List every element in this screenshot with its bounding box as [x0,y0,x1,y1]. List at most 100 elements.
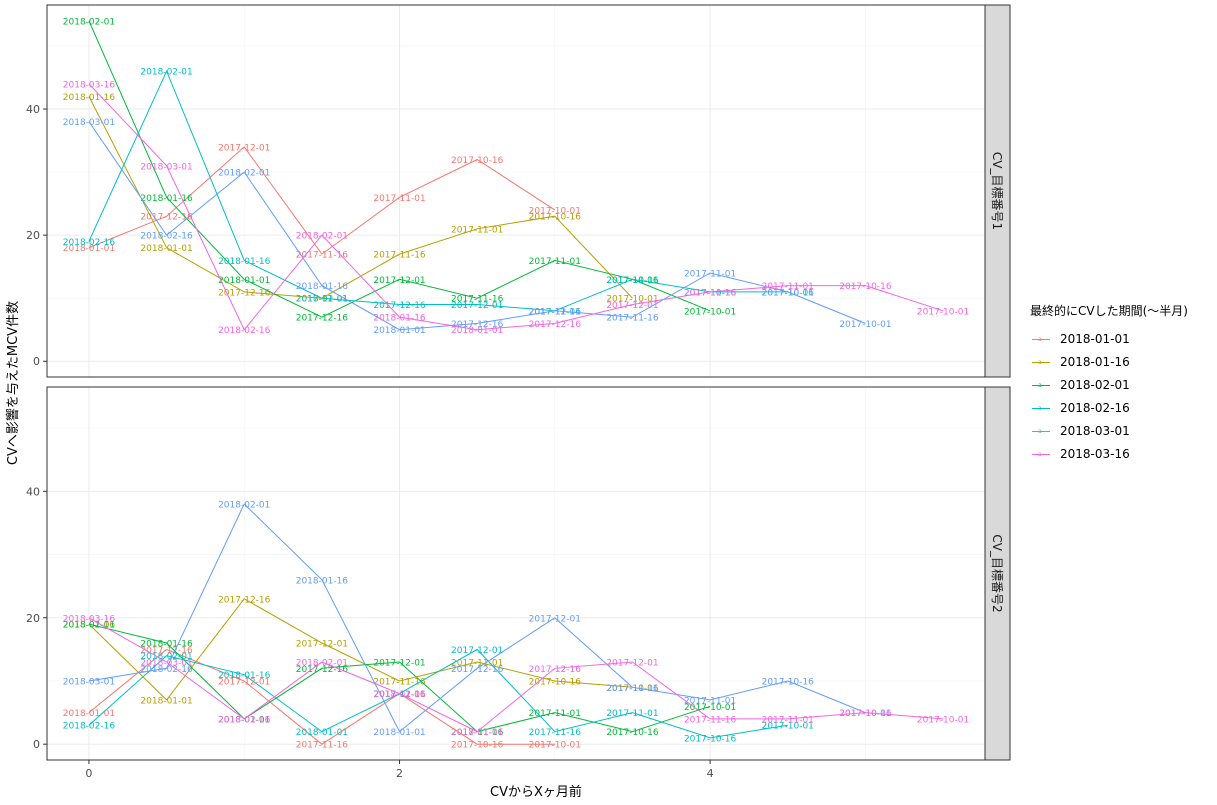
facet-strip-label: CV_目標番号1 [990,152,1004,230]
point-label: 2017-10-01 [529,741,581,751]
point-label: 2017-11-01 [606,276,658,286]
panel-2: 2018-01-01 2017-12-16 2017-12-01 2017-11-16… [26,386,1011,761]
point-label: 2017-12-16 [140,213,193,223]
series-line [88,146,556,255]
point-label: 2018-02-16 [140,665,193,675]
point-label: 2018-01-01 [140,244,192,254]
legend-item: a 2018-03-01 [1030,419,1188,442]
point-label: 2017-12-16 [451,320,504,330]
point-label: 2017-11-16 [529,307,582,317]
y-tick-label: 20 [26,229,40,242]
point-label: 2018-01-16 [218,257,271,267]
point-label: 2018-03-01 [63,118,115,128]
point-label: 2018-02-16 [63,722,116,732]
point-label: 2017-12-01 [529,307,581,317]
point-label: 2018-01-01 [296,728,348,738]
point-label: 2017-12-01 [296,295,348,305]
point-label: 2018-02-01 [218,169,270,179]
point-label: 2017-10-01 [762,288,814,298]
legend-item: a 2018-02-16 [1030,396,1188,419]
point-label: 2018-01-16 [296,282,349,292]
legend-key-icon: a [1030,447,1052,461]
point-label: 2017-12-01 [218,143,270,153]
point-label: 2017-12-01 [451,301,503,311]
point-label: 2017-12-01 [373,276,425,286]
point-label: 2017-11-16 [451,295,504,305]
point-label: 2017-10-01 [917,307,969,317]
point-label: 2017-10-01 [839,709,891,719]
point-label: 2017-11-01 [762,715,814,725]
legend-label: 2018-01-16 [1060,354,1130,369]
y-axis-label: CVへ影響を与えたMCV件数 [5,301,21,465]
y-tick-label: 0 [33,355,40,368]
series-line [88,83,944,331]
point-label: 2017-12-01 [529,614,581,624]
series-line [88,648,788,739]
point-label: 2017-10-01 [762,722,814,732]
point-label: 2018-01-01 [451,326,503,336]
point-label: 2017-12-01 [296,640,348,650]
y-tick-label: 0 [33,738,40,751]
point-label: 2017-12-01 [218,677,270,687]
x-tick-label: 4 [707,767,714,780]
point-label: 2018-02-16 [218,326,271,336]
series-2018-01-01: 2018-01-01 2017-12-16 2017-12-01 2017-11-16… [63,646,581,751]
legend-item: a 2018-01-01 [1030,327,1188,350]
legend-item: a 2018-02-01 [1030,373,1188,396]
point-label: 2017-10-16 [684,288,737,298]
series-line [88,623,711,733]
series-2018-03-16: 2018-03-16 2018-03-01 2018-02-16 2018-02-01… [63,80,969,336]
point-label: 2018-02-01 [296,659,348,669]
point-label: 2018-01-01 [63,244,115,254]
legend-title: 最終的にCVした期間(〜半月) [1030,304,1188,318]
point-label: 2017-11-16 [529,728,582,738]
point-label: 2018-02-01 [63,17,115,27]
point-label: 2018-01-01 [451,728,503,738]
point-label: 2018-03-16 [63,614,116,624]
point-label: 2018-02-01 [218,500,270,510]
point-label: 2017-12-16 [140,646,193,656]
point-label: 2018-01-16 [218,671,271,681]
point-label: 2017-10-01 [529,206,581,216]
point-label: 2018-02-01 [140,68,192,78]
point-label: 2017-12-16 [296,665,349,675]
series-2018-02-01: 2018-02-012018-01-162018-01-012017-12-16… [63,621,737,738]
point-label: 2017-12-16 [296,314,349,324]
series-line [88,121,866,331]
point-label: 2017-12-01 [451,646,503,656]
point-label: 2017-10-16 [606,276,659,286]
panel-background [47,5,985,377]
series-line [88,69,788,312]
point-label: 2018-03-01 [140,659,192,669]
point-label: 2018-01-16 [63,93,116,103]
point-label: 2017-12-16 [451,665,504,675]
legend-key-icon: a [1030,332,1052,346]
series-2018-03-01: 2018-03-012018-02-162018-02-012018-01-16… [63,500,892,738]
point-label: 2017-11-01 [762,282,814,292]
point-label: 2017-11-01 [373,194,425,204]
y-tick-label: 20 [26,612,40,625]
point-label: 2017-10-16 [606,728,659,738]
point-label: 2018-01-01 [218,276,270,286]
point-label: 2018-01-01 [63,709,115,719]
point-label: 2018-02-01 [63,621,115,631]
point-label: 2017-10-16 [451,156,504,166]
point-label: 2018-01-16 [140,640,193,650]
point-label: 2017-10-01 [684,307,736,317]
point-label: 2018-01-16 [63,621,116,631]
point-label: 2017-10-01 [917,715,969,725]
point-label: 2017-10-16 [451,741,504,751]
point-label: 2017-10-16 [529,677,582,687]
point-label: 2017-11-01 [529,709,581,719]
legend-key-icon: a [1030,378,1052,392]
series-line [88,617,944,733]
point-label: 2017-11-01 [451,659,503,669]
point-label: 2017-10-16 [839,282,892,292]
point-label: 2017-11-01 [684,269,736,279]
point-label: 2018-03-01 [63,677,115,687]
point-label: 2017-10-16 [529,213,582,223]
point-label: 2017-12-01 [373,659,425,669]
legend-key-icon: a [1030,401,1052,415]
point-label: 2018-02-16 [140,232,193,242]
point-label: 2017-10-01 [839,320,891,330]
